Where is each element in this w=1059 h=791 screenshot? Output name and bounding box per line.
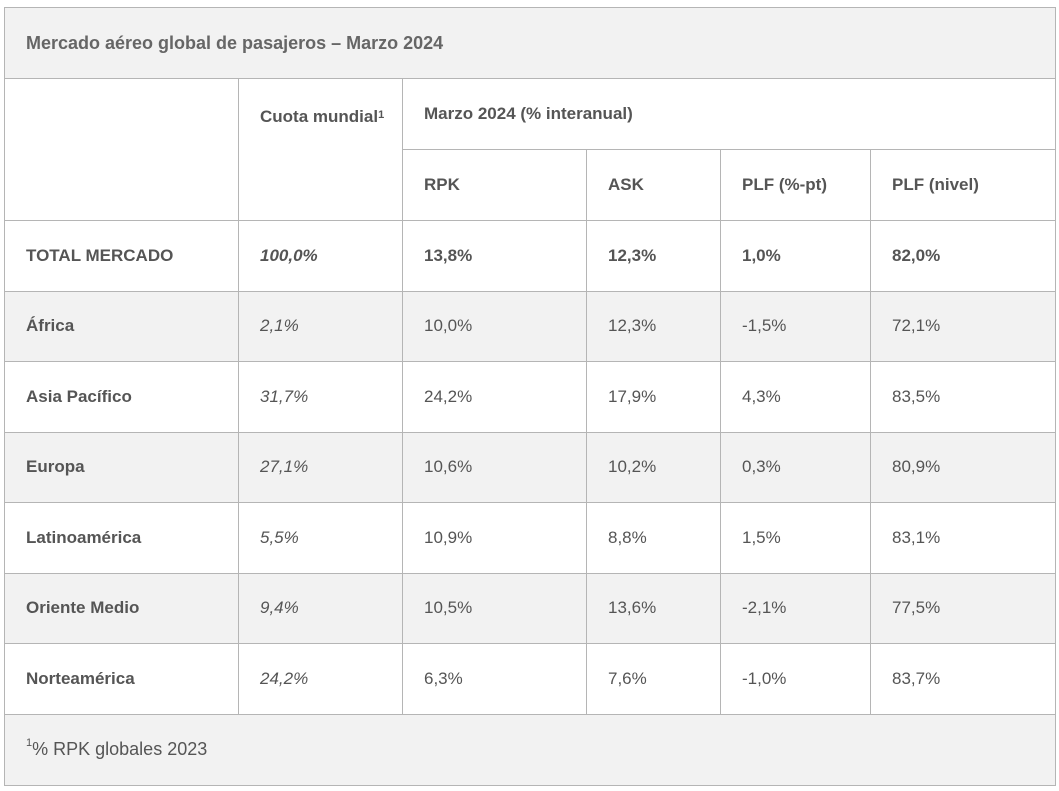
header-share-label: Cuota mundial <box>260 107 379 126</box>
region-cell: Europa <box>4 431 239 503</box>
ask-cell: 10,2% <box>586 431 721 503</box>
footnote: 1% RPK globales 2023 <box>3 713 1057 786</box>
plf-level-cell: 83,1% <box>869 502 1057 574</box>
plf-pt-cell: 0,3% <box>720 431 871 503</box>
footnote-sup: 1 <box>26 737 33 749</box>
header-share-sup: 1 <box>378 109 385 121</box>
share-cell: 24,2% <box>238 643 403 715</box>
table-row: Oriente Medio 9,4% 10,5% 13,6% -2,1% 77,… <box>4 572 1057 644</box>
table-row: TOTAL MERCADO 100,0% 13,8% 12,3% 1,0% 82… <box>4 220 1057 292</box>
plf-level-cell: 77,5% <box>869 572 1057 644</box>
share-cell: 2,1% <box>238 290 403 362</box>
plf-level-cell: 83,7% <box>869 643 1057 715</box>
header-row-2: RPK ASK PLF (%-pt) PLF (nivel) <box>5 149 1057 221</box>
region-cell: Norteamérica <box>4 643 239 715</box>
share-cell: 31,7% <box>238 361 403 433</box>
header-row-1: Cuota mundial1 Marzo 2024 (% interanual) <box>4 78 1057 221</box>
market-table: Mercado aéreo global de pasajeros – Marz… <box>3 7 1057 786</box>
share-cell: 9,4% <box>238 572 403 644</box>
table-row: Europa 27,1% 10,6% 10,2% 0,3% 80,9% <box>4 431 1057 503</box>
ask-cell: 13,6% <box>586 572 721 644</box>
rpk-cell: 10,6% <box>402 431 587 503</box>
table-row: Asia Pacífico 31,7% 24,2% 17,9% 4,3% 83,… <box>4 361 1057 433</box>
rpk-cell: 10,5% <box>402 572 587 644</box>
ask-cell: 17,9% <box>586 361 721 433</box>
region-cell: Asia Pacífico <box>4 361 239 433</box>
share-cell: 5,5% <box>238 502 403 574</box>
header-share: Cuota mundial1 <box>238 78 403 221</box>
plf-level-cell: 82,0% <box>869 220 1057 292</box>
share-cell: 100,0% <box>238 220 403 292</box>
ask-cell: 7,6% <box>586 643 721 715</box>
plf-pt-cell: -2,1% <box>720 572 871 644</box>
header-plf-level: PLF (nivel) <box>869 149 1057 221</box>
rpk-cell: 13,8% <box>402 220 587 292</box>
table-row: Norteamérica 24,2% 6,3% 7,6% -1,0% 83,7% <box>4 643 1057 715</box>
header-group: Marzo 2024 (% interanual) <box>401 78 1057 150</box>
ask-cell: 8,8% <box>586 502 721 574</box>
region-cell: Latinoamérica <box>4 502 239 574</box>
region-cell: TOTAL MERCADO <box>4 220 239 292</box>
footnote-text: % RPK globales 2023 <box>32 739 208 759</box>
header-rpk: RPK <box>402 149 587 221</box>
header-ask: ASK <box>586 149 721 221</box>
plf-level-cell: 72,1% <box>869 290 1057 362</box>
rpk-cell: 10,0% <box>402 290 587 362</box>
plf-pt-cell: 4,3% <box>720 361 871 433</box>
plf-level-cell: 83,5% <box>869 361 1057 433</box>
region-cell: Oriente Medio <box>4 572 239 644</box>
rpk-cell: 6,3% <box>402 643 587 715</box>
table-row: África 2,1% 10,0% 12,3% -1,5% 72,1% <box>4 290 1057 362</box>
rpk-cell: 24,2% <box>402 361 587 433</box>
table-title: Mercado aéreo global de pasajeros – Marz… <box>3 7 1057 79</box>
title-row: Mercado aéreo global de pasajeros – Marz… <box>3 7 1057 79</box>
header-plf-pt: PLF (%-pt) <box>720 149 871 221</box>
plf-level-cell: 80,9% <box>869 431 1057 503</box>
plf-pt-cell: 1,5% <box>720 502 871 574</box>
share-cell: 27,1% <box>238 431 403 503</box>
plf-pt-cell: 1,0% <box>720 220 871 292</box>
table-row: Latinoamérica 5,5% 10,9% 8,8% 1,5% 83,1% <box>4 502 1057 574</box>
region-cell: África <box>4 290 239 362</box>
ask-cell: 12,3% <box>586 290 721 362</box>
header-empty-cell <box>4 78 239 221</box>
rpk-cell: 10,9% <box>402 502 587 574</box>
plf-pt-cell: -1,5% <box>720 290 871 362</box>
footnote-row: 1% RPK globales 2023 <box>3 713 1057 786</box>
ask-cell: 12,3% <box>586 220 721 292</box>
plf-pt-cell: -1,0% <box>720 643 871 715</box>
